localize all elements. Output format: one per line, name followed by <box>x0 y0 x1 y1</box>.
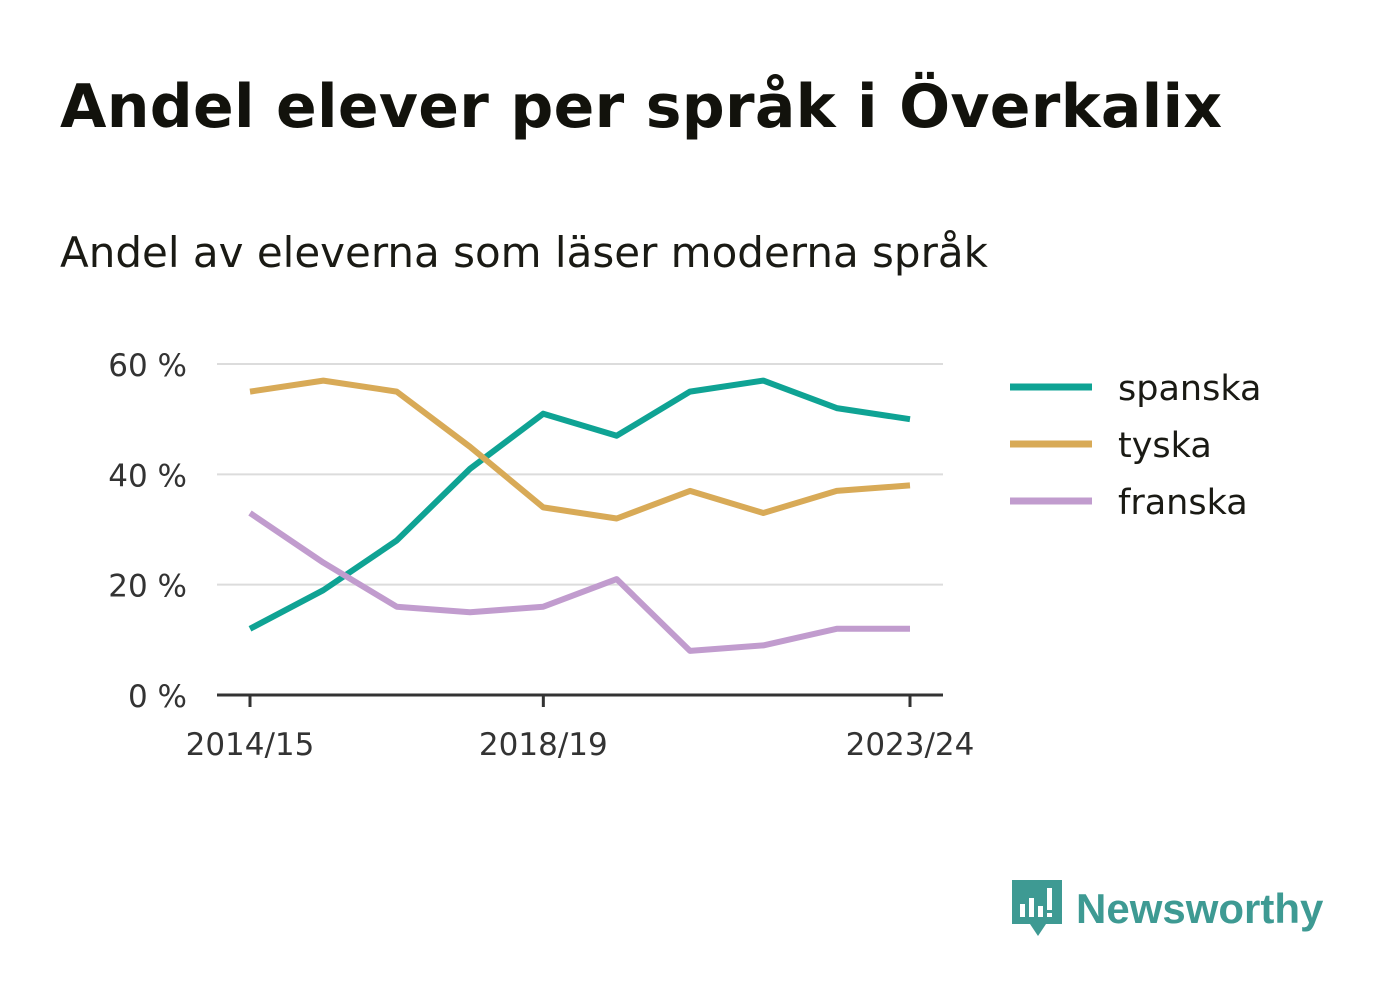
legend-label-tyska: tyska <box>1118 426 1212 466</box>
axes: 0 % 20 % 40 % 60 % 2014/15 2018/19 2023/24 <box>108 348 974 763</box>
series-lines <box>248 377 911 654</box>
brand-name: Newsworthy <box>1076 885 1324 932</box>
newsworthy-logo-icon <box>1012 880 1062 936</box>
x-tick-label: 2014/15 <box>186 727 315 763</box>
series-line-spanska <box>248 377 911 632</box>
y-tick-label: 40 % <box>108 458 187 494</box>
y-tick-label: 20 % <box>108 569 187 605</box>
grid-lines <box>217 363 943 586</box>
x-tick-label: 2018/19 <box>479 727 608 763</box>
legend: spanska tyska franska <box>1010 369 1261 523</box>
y-tick-label: 60 % <box>108 348 187 384</box>
y-tick-label: 0 % <box>128 679 187 715</box>
legend-label-franska: franska <box>1118 483 1248 523</box>
chart-subtitle: Andel av eleverna som läser moderna språ… <box>60 228 988 277</box>
series-line-tyska <box>249 377 911 522</box>
series-line-franska <box>248 510 910 654</box>
brand-logo: Newsworthy <box>1010 878 1323 940</box>
chart-title: Andel elever per språk i Överkalix <box>60 72 1223 142</box>
legend-label-spanska: spanska <box>1118 369 1261 409</box>
x-tick-label: 2023/24 <box>846 727 975 763</box>
